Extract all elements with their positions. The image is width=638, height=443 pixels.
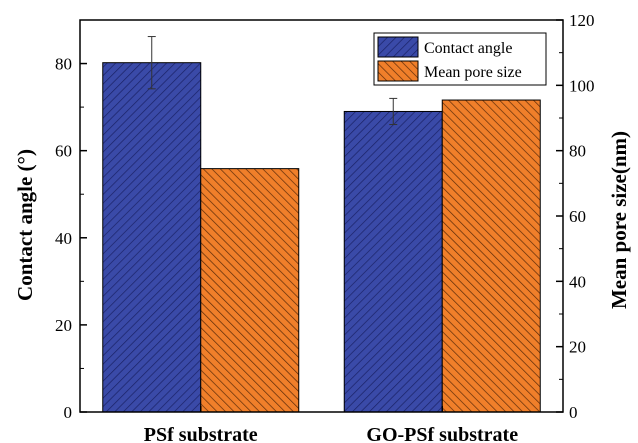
legend-swatch-0: [377, 36, 419, 58]
x-tick-label-1: GO-PSf substrate: [366, 424, 518, 443]
y-tick-label-left-1: 20: [55, 316, 72, 335]
y-tick-label-left-4: 80: [55, 55, 72, 74]
y-tick-label-left-2: 40: [55, 229, 72, 248]
legend-swatch-1: [377, 60, 419, 82]
y-axis-title-left: Contact angle (°): [13, 149, 37, 301]
y-tick-label-right-1: 20: [569, 338, 586, 357]
y-tick-label-right-4: 80: [569, 142, 586, 161]
y-tick-label-right-6: 120: [569, 11, 595, 30]
bar-mean-pore-size-0: [200, 168, 300, 413]
bar-mean-pore-size-1: [441, 99, 541, 413]
plot-area: [102, 36, 541, 413]
legend-label-1: Mean pore size: [424, 64, 522, 81]
legend-label-0: Contact angle: [424, 40, 512, 57]
y-tick-label-right-2: 40: [569, 272, 586, 291]
x-tick-label-0: PSf substrate: [144, 424, 258, 443]
bar-contact-angle-0: [102, 62, 202, 413]
legend: Contact angle Mean pore size: [373, 32, 547, 86]
y-tick-label-left-0: 0: [64, 403, 73, 422]
y-tick-label-left-3: 60: [55, 142, 72, 161]
bar-contact-angle-1: [343, 110, 443, 413]
y-tick-label-right-0: 0: [569, 403, 578, 422]
y-axis-title-right: Mean pore size(nm): [607, 131, 631, 309]
y-tick-label-right-5: 100: [569, 76, 595, 95]
axes: PSf substrate GO-PSf substrate 0 20 40 60 80 0 2…: [55, 11, 595, 443]
y-tick-label-right-3: 60: [569, 207, 586, 226]
